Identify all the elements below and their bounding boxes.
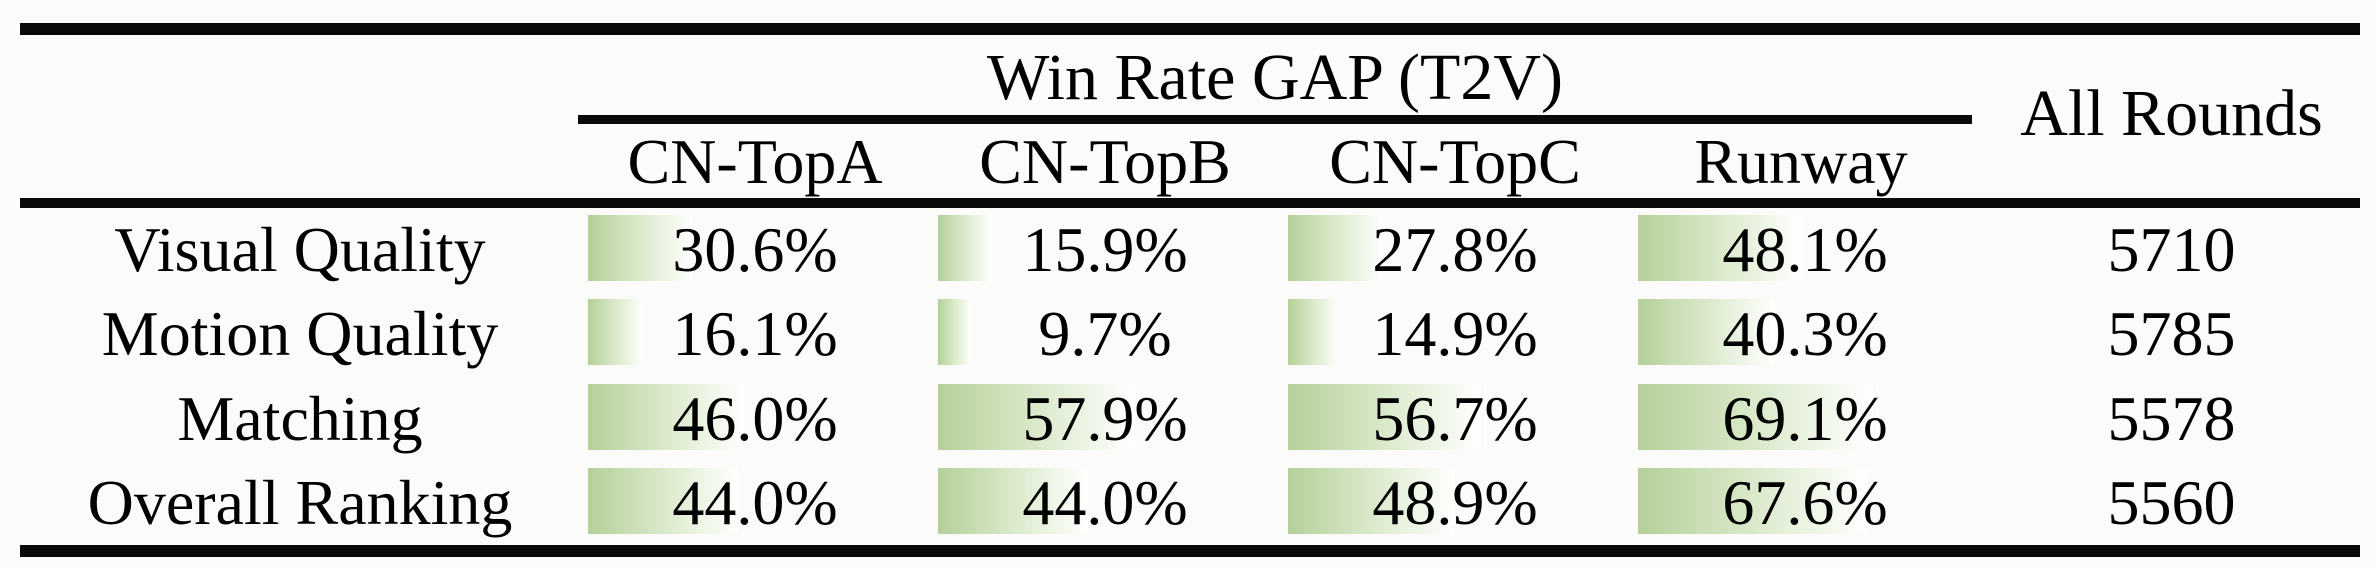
table-row: Overall Ranking 44.0% 44.0% 48.9% 67.6% … [0, 461, 2376, 545]
column-header-all-rounds: All Rounds [2020, 77, 2323, 150]
win-rate-value: 67.6% [1722, 467, 1888, 538]
win-rate-bar [938, 384, 1135, 450]
data-cell: 48.1% [1630, 208, 1980, 292]
win-rate-value: 30.6% [672, 214, 838, 285]
data-cell: 44.0% [580, 461, 930, 545]
win-rate-bar [1638, 384, 1873, 450]
win-rate-value: 15.9% [1022, 214, 1188, 285]
win-rate-bar [1288, 299, 1339, 365]
column-header-runway: Runway [1694, 126, 1908, 197]
win-rate-value: 56.7% [1372, 383, 1538, 454]
data-cell: 57.9% [930, 377, 1280, 461]
data-cell: 67.6% [1630, 461, 1980, 545]
row-label-visual-quality: Visual Quality [114, 214, 486, 285]
win-rate-bar [938, 468, 1088, 534]
row-label-matching: Matching [177, 383, 423, 454]
win-rate-bar [1638, 215, 1802, 281]
data-cell: 48.9% [1280, 461, 1630, 545]
win-rate-value: 44.0% [672, 467, 838, 538]
all-rounds-value: 5578 [2107, 383, 2236, 454]
all-rounds-value: 5785 [2107, 298, 2236, 369]
column-header-cn-topc: CN-TopC [1329, 126, 1581, 197]
win-rate-bar [588, 215, 693, 281]
win-rate-value: 48.9% [1372, 467, 1538, 538]
win-rate-bar [1288, 468, 1455, 534]
win-rate-value: 44.0% [1022, 467, 1188, 538]
data-cell: 56.7% [1280, 377, 1630, 461]
data-cell: 69.1% [1630, 377, 1980, 461]
span-header-win-rate-gap: Win Rate GAP (T2V) [987, 41, 1563, 114]
column-header-cn-topa: CN-TopA [627, 126, 883, 197]
all-rounds-value: 5710 [2107, 214, 2236, 285]
data-cell: 15.9% [930, 208, 1280, 292]
table-row: Visual Quality 30.6% 15.9% 27.8% 48.1% 5… [0, 208, 2376, 292]
win-rate-bar [938, 215, 993, 281]
column-header-cn-topb: CN-TopB [979, 126, 1231, 197]
win-rate-value: 40.3% [1722, 298, 1888, 369]
win-rate-value: 16.1% [672, 298, 838, 369]
all-rounds-value: 5560 [2107, 467, 2236, 538]
win-rate-bar [588, 384, 745, 450]
win-rate-value: 46.0% [672, 383, 838, 454]
win-rate-value: 27.8% [1372, 214, 1538, 285]
table-row: Matching 46.0% 57.9% 56.7% 69.1% 5578 [0, 377, 2376, 461]
win-rate-value: 48.1% [1722, 214, 1888, 285]
win-rate-value: 9.7% [1038, 298, 1172, 369]
table-bottom-rule [20, 545, 2360, 557]
table-row: Motion Quality 16.1% 9.7% 14.9% 40.3% 57… [0, 292, 2376, 376]
win-rate-value: 57.9% [1022, 383, 1188, 454]
win-rate-bar [1638, 468, 1868, 534]
data-cell: 46.0% [580, 377, 930, 461]
header-bottom-rule [20, 198, 2360, 208]
data-cell: 9.7% [930, 292, 1280, 376]
row-label-motion-quality: Motion Quality [101, 298, 499, 369]
data-cell: 44.0% [930, 461, 1280, 545]
data-cell: 30.6% [580, 208, 930, 292]
win-rate-bar [1288, 215, 1383, 281]
data-cell: 16.1% [580, 292, 930, 376]
data-cell: 14.9% [1280, 292, 1630, 376]
row-label-overall-ranking: Overall Ranking [87, 467, 513, 538]
win-rate-value: 14.9% [1372, 298, 1538, 369]
data-cell: 27.8% [1280, 208, 1630, 292]
win-rate-bar [588, 299, 643, 365]
win-rate-bar [938, 299, 971, 365]
win-rate-value: 69.1% [1722, 383, 1888, 454]
table-top-rule [20, 23, 2360, 35]
win-rate-bar [1288, 384, 1481, 450]
win-rate-bar [1638, 299, 1776, 365]
span-header-underline-rule [578, 115, 1972, 124]
win-rate-bar [588, 468, 738, 534]
data-cell: 40.3% [1630, 292, 1980, 376]
